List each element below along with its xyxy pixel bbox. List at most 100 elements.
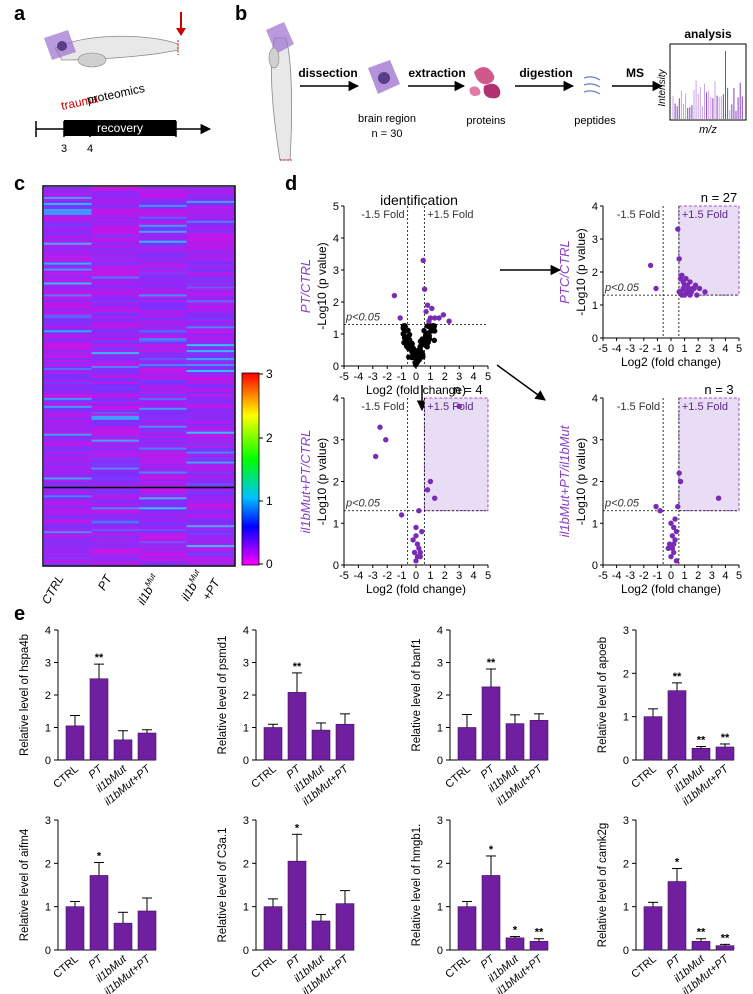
x-axis-label: Log2 (fold change)	[621, 355, 721, 369]
heatmap-cell	[139, 483, 187, 486]
heatmap-cell	[139, 322, 187, 325]
y-axis-label: -Log10 (p value)	[315, 242, 329, 329]
heatmap-cell	[44, 332, 92, 335]
y-tick-label: 0	[45, 945, 51, 957]
heatmap-cell	[44, 234, 92, 238]
heatmap-cell	[139, 248, 187, 251]
heatmap-cell	[139, 383, 187, 387]
heatmap-cell	[186, 374, 235, 377]
heatmap-cell	[186, 381, 235, 385]
x-tick-label: 5	[736, 570, 742, 582]
heatmap-cell	[186, 200, 235, 204]
heatmap	[44, 187, 235, 566]
heatmap-cell	[44, 330, 92, 333]
heatmap-cell	[139, 453, 187, 456]
volcano-point	[672, 537, 678, 543]
heatmap-cell	[186, 302, 235, 305]
heatmap-cell	[139, 439, 187, 442]
x-tick-label: 4	[471, 570, 477, 582]
heatmap-cell	[186, 395, 235, 399]
heatmap-cell	[91, 429, 140, 433]
heatmap-cell	[44, 246, 92, 249]
heatmap-cell	[186, 244, 235, 247]
y-tick-label: 4	[437, 625, 443, 637]
heatmap-cell	[139, 316, 187, 319]
heatmap-cell	[44, 306, 92, 309]
pvalue-label: p<0.05	[345, 311, 381, 323]
significance-label: *	[513, 925, 518, 937]
heatmap-cell	[139, 370, 187, 373]
heatmap-cell	[44, 521, 92, 524]
heatmap-cell	[91, 389, 140, 393]
heatmap-cell	[91, 252, 140, 255]
heatmap-cell	[186, 477, 235, 480]
y-axis-label: Relative level of banf1	[411, 638, 423, 751]
heatmap-cell	[91, 310, 140, 313]
heatmap-cell	[91, 449, 140, 452]
volcano-point	[419, 528, 425, 535]
heatmap-cell	[44, 421, 92, 425]
category-label: CTRL	[249, 763, 279, 791]
volcano-point	[416, 508, 422, 514]
analysis-label: analysis	[684, 27, 732, 41]
volcano-point	[671, 524, 677, 531]
heatmap-cell	[186, 288, 235, 291]
heatmap-cell	[139, 302, 187, 305]
heatmap-cell	[139, 463, 187, 466]
volcano-point	[669, 545, 676, 551]
heatmap-cell	[91, 290, 140, 293]
heatmap-cell	[139, 318, 187, 321]
heatmap-cell	[44, 385, 92, 389]
y-tick-label: 0	[333, 361, 339, 373]
heatmap-cell	[44, 254, 92, 257]
heatmap-cell	[44, 272, 92, 275]
timeline-tick-4: 4	[87, 143, 93, 155]
heatmap-cell	[44, 376, 92, 379]
heatmap-cell	[139, 411, 187, 415]
heatmap-cell	[186, 537, 235, 540]
volcano-point	[377, 424, 383, 430]
heatmap-cell	[186, 360, 235, 363]
heatmap-cell	[91, 513, 140, 516]
volcano-point	[406, 354, 412, 360]
heatmap-cell	[44, 258, 92, 261]
brain-n-label: n = 30	[372, 128, 403, 140]
fold-pos-label: +1.5 Fold	[682, 209, 728, 221]
heatmap-cell	[91, 238, 140, 242]
heatmap-cell	[91, 264, 140, 267]
volcano-point	[446, 318, 452, 324]
heatmap-cell	[139, 274, 187, 277]
y-tick-label: 0	[592, 333, 598, 345]
heatmap-cell	[91, 216, 140, 220]
volcano-point	[424, 487, 431, 493]
heatmap-cell	[139, 326, 187, 329]
heatmap-cell	[44, 288, 92, 291]
volcano-point	[383, 437, 389, 443]
volcano-point	[421, 335, 428, 342]
y-tick-label: 2	[623, 668, 629, 680]
y-tick-label: 2	[592, 477, 598, 489]
trauma-arrow-icon	[176, 12, 186, 36]
volcano-point	[715, 495, 722, 501]
heatmap-cell	[91, 447, 140, 450]
volcano-point	[677, 478, 684, 485]
y-tick-label: 0	[623, 945, 629, 957]
heatmap-cell	[91, 505, 140, 508]
heatmap-cell	[91, 393, 140, 397]
heatmap-cell	[139, 547, 187, 550]
bar	[263, 727, 283, 761]
volcano-point	[680, 279, 686, 285]
heatmap-cell	[44, 298, 92, 301]
heatmap-cell	[186, 202, 235, 206]
heatmap-cell	[44, 563, 92, 566]
heatmap-cell	[91, 487, 140, 490]
volcano-point	[657, 508, 663, 514]
heatmap-cell	[139, 499, 187, 502]
significance-label: **	[697, 927, 706, 939]
heatmap-cell	[186, 543, 235, 546]
heatmap-cell	[44, 393, 92, 397]
heatmap-cell	[186, 204, 235, 208]
y-tick-label: 1	[623, 902, 629, 914]
heatmap-cell	[186, 230, 235, 234]
